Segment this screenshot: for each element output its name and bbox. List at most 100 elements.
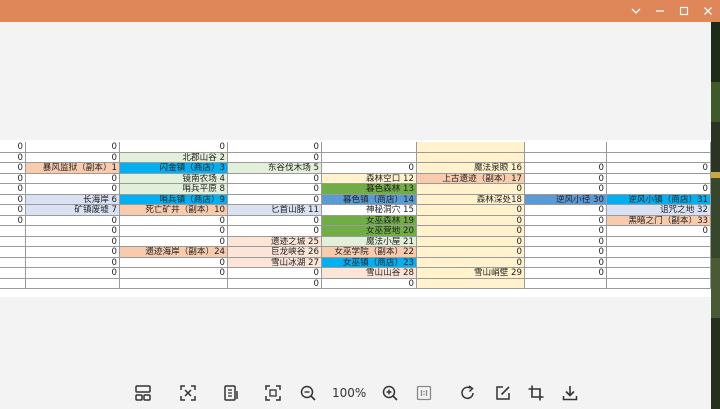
cell-r4-c8 [607, 173, 711, 184]
window-controls [624, 0, 720, 22]
cell-r12-c4: 雪山冰湖 27 [228, 257, 322, 268]
fit-screen-icon[interactable] [178, 383, 198, 403]
cell-r11-c3: 遗迹海岸（副本）24 [120, 247, 228, 258]
cell-r4-c2: 0 [26, 173, 120, 184]
thumbnails-icon[interactable] [133, 383, 153, 403]
cell-r4-c6: 上古遗迹（副本）17 [417, 173, 525, 184]
cell-r9-c1 [0, 226, 26, 237]
cell-r3-c2: 暴风监狱（副本）1 [26, 163, 120, 174]
cell-r7-c4: 匕首山脉 11 [228, 205, 322, 216]
zoom-in-icon[interactable] [380, 383, 400, 403]
fit-width-icon[interactable] [222, 383, 242, 403]
cell-r10-c5: 魔法小屋 21 [322, 236, 417, 247]
cell-r5-c4: 0 [228, 184, 322, 195]
cell-r12-c7: 0 [525, 257, 607, 268]
cell-r6-c8: 逆风小镇（商店）31 [607, 194, 711, 205]
cell-r4-c7: 0 [525, 173, 607, 184]
cell-r2-c6 [417, 152, 525, 163]
cell-r11-c4: 巨龙峡谷 26 [228, 247, 322, 258]
cell-r10-c6: 0 [417, 236, 525, 247]
viewer-toolbar: 100% [0, 375, 711, 409]
cell-r4-c4: 0 [228, 173, 322, 184]
cell-r5-c7: 0 [525, 184, 607, 195]
cell-r4-c1: 0 [0, 173, 26, 184]
cell-r7-c8: 诅咒之地 32 [607, 205, 711, 216]
minimize-icon[interactable] [648, 0, 672, 22]
cell-r11-c5: 女巫学院（副本）22 [322, 247, 417, 258]
cell-r13-c6: 雪山峭壁 29 [417, 268, 525, 279]
cell-r12-c2: 0 [26, 257, 120, 268]
zoom-level: 100% [332, 386, 367, 400]
cell-r9-c7: 0 [525, 226, 607, 237]
cell-r6-c5: 暮色镇（商店）14 [322, 194, 417, 205]
cell-r13-c3: 0 [120, 268, 228, 279]
cell-r7-c3: 死亡矿井（副本）10 [120, 205, 228, 216]
cell-r6-c7: 逆风小径 30 [525, 194, 607, 205]
cell-r10-c8 [607, 236, 711, 247]
cell-r7-c1: 0 [0, 205, 26, 216]
cell-r5-c6: 0 [417, 184, 525, 195]
cell-r4-c3: 镜南农场 4 [120, 173, 228, 184]
cell-r5-c8: 0 [607, 184, 711, 195]
cell-r12-c6: 0 [417, 257, 525, 268]
cell-r6-c4: 0 [228, 194, 322, 205]
cell-r3-c1: 0 [0, 163, 26, 174]
cell-r8-c8: 黑暗之门（副本）33 [607, 215, 711, 226]
cell-r10-c2: 0 [26, 236, 120, 247]
cell-r2-c4: 0 [228, 152, 322, 163]
cell-r13-c4: 0 [228, 268, 322, 279]
cell-r3-c8: 0 [607, 163, 711, 174]
cell-r5-c2: 0 [26, 184, 120, 195]
cell-r11-c6: 0 [417, 247, 525, 258]
cell-r7-c7: 0 [525, 205, 607, 216]
cell-r8-c3: 0 [120, 215, 228, 226]
title-bar [0, 0, 720, 22]
cell-r13-c1 [0, 268, 26, 279]
fullscreen-icon[interactable] [263, 383, 283, 403]
edit-icon[interactable] [493, 383, 513, 403]
close-icon[interactable] [696, 0, 720, 22]
cell-r11-c1 [0, 247, 26, 258]
cell-r9-c6: 0 [417, 226, 525, 237]
download-icon[interactable] [560, 383, 580, 403]
cell-r14-c3 [120, 278, 228, 289]
cell-r12-c8 [607, 257, 711, 268]
cell-r13-c2: 0 [26, 268, 120, 279]
maximize-icon[interactable] [672, 0, 696, 22]
cell-r14-c4: 0 [228, 278, 322, 289]
rotate-icon[interactable] [458, 383, 478, 403]
cell-r9-c3: 0 [120, 226, 228, 237]
cell-r8-c1: 0 [0, 215, 26, 226]
cell-r8-c2: 0 [26, 215, 120, 226]
actual-size-icon[interactable] [414, 383, 434, 403]
chevron-down-icon[interactable] [624, 0, 648, 22]
cell-r1-c4: 0 [228, 142, 322, 153]
crop-icon[interactable] [526, 383, 546, 403]
zoom-out-icon[interactable] [298, 383, 318, 403]
cell-r5-c3: 哨兵平原 8 [120, 184, 228, 195]
cell-r2-c5 [322, 152, 417, 163]
cell-r14-c1 [0, 278, 26, 289]
cell-r9-c8: 0 [607, 226, 711, 237]
cell-r10-c3: 0 [120, 236, 228, 247]
cell-r9-c5: 女巫营地 20 [322, 226, 417, 237]
cell-r6-c2: 长海岸 6 [26, 194, 120, 205]
cell-r14-c5: 0 [322, 278, 417, 289]
cell-r2-c7 [525, 152, 607, 163]
cell-r5-c5: 暮色森林 13 [322, 184, 417, 195]
cell-r6-c6: 森林深处18 [417, 194, 525, 205]
cell-r5-c1: 0 [0, 184, 26, 195]
cell-r9-c4: 0 [228, 226, 322, 237]
cell-r11-c7: 0 [525, 247, 607, 258]
cell-r10-c1 [0, 236, 26, 247]
cell-r2-c8 [607, 152, 711, 163]
cell-r6-c1: 0 [0, 194, 26, 205]
cell-r3-c6: 魔法泉眼 16 [417, 163, 525, 174]
cell-r8-c5: 女巫森林 19 [322, 215, 417, 226]
cell-r14-c8 [607, 278, 711, 289]
cell-r14-c7 [525, 278, 607, 289]
background-window-strip [711, 22, 720, 409]
cell-r2-c3: 北郡山谷 2 [120, 152, 228, 163]
